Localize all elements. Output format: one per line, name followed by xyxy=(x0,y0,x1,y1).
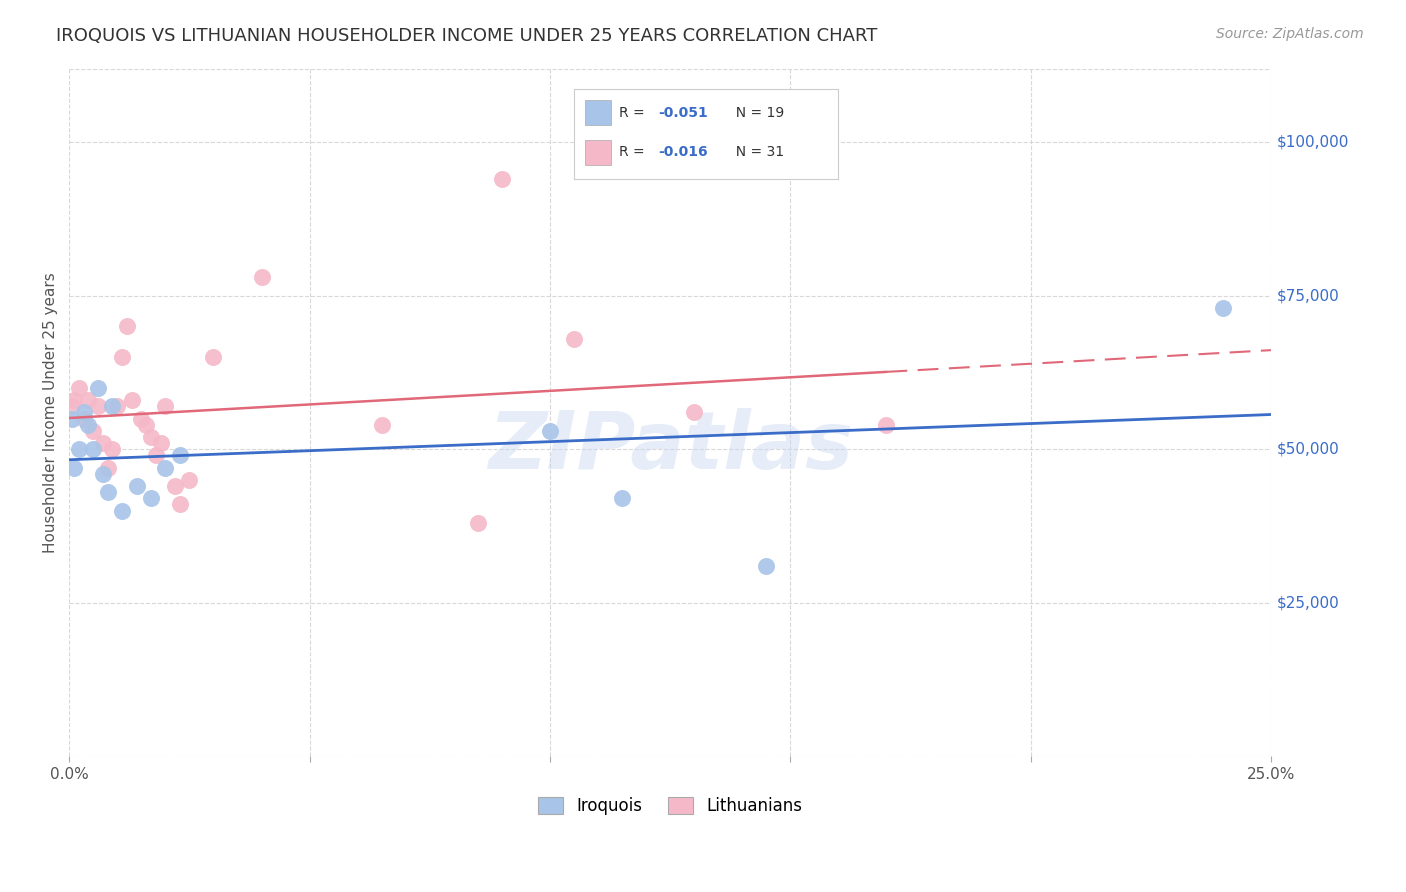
Point xyxy=(67,381,90,395)
Point xyxy=(250,270,273,285)
Point xyxy=(77,393,100,408)
Legend: Iroquois, Lithuanians: Iroquois, Lithuanians xyxy=(530,789,810,823)
Point xyxy=(755,558,778,573)
Point xyxy=(77,417,100,432)
Point xyxy=(101,442,124,457)
Point xyxy=(202,350,225,364)
Point xyxy=(97,460,120,475)
Point xyxy=(125,479,148,493)
Point xyxy=(121,393,143,408)
Point xyxy=(63,460,86,475)
Point xyxy=(82,424,104,438)
Point xyxy=(145,449,167,463)
Point xyxy=(139,491,162,506)
Point xyxy=(875,417,897,432)
Point xyxy=(60,411,83,425)
Text: Source: ZipAtlas.com: Source: ZipAtlas.com xyxy=(1216,27,1364,41)
Point xyxy=(169,449,191,463)
Point xyxy=(82,442,104,457)
Point xyxy=(1212,301,1234,315)
Text: $25,000: $25,000 xyxy=(1277,595,1340,610)
Point xyxy=(149,436,172,450)
Point xyxy=(491,172,513,186)
Point xyxy=(370,417,392,432)
Point xyxy=(131,411,153,425)
Point xyxy=(155,460,177,475)
Point xyxy=(139,430,162,444)
Point xyxy=(163,479,186,493)
Point xyxy=(105,399,128,413)
Point xyxy=(562,332,585,346)
Point xyxy=(135,417,157,432)
Point xyxy=(610,491,633,506)
Point xyxy=(115,319,138,334)
Point xyxy=(63,393,86,408)
Text: ZIPatlas: ZIPatlas xyxy=(488,408,852,486)
Text: $75,000: $75,000 xyxy=(1277,288,1340,303)
Point xyxy=(111,350,134,364)
Point xyxy=(538,424,561,438)
Point xyxy=(111,503,134,517)
Point xyxy=(155,399,177,413)
Point xyxy=(72,411,94,425)
Point xyxy=(72,405,94,419)
Point xyxy=(91,436,114,450)
Text: $50,000: $50,000 xyxy=(1277,442,1340,457)
Point xyxy=(683,405,706,419)
Point xyxy=(91,467,114,481)
Point xyxy=(67,442,90,457)
Point xyxy=(87,381,110,395)
Point xyxy=(60,399,83,413)
Text: $100,000: $100,000 xyxy=(1277,135,1350,150)
Y-axis label: Householder Income Under 25 years: Householder Income Under 25 years xyxy=(44,272,58,553)
Point xyxy=(101,399,124,413)
Point xyxy=(87,399,110,413)
Point xyxy=(179,473,201,487)
Point xyxy=(467,516,489,530)
Point xyxy=(169,498,191,512)
Point xyxy=(97,485,120,500)
Text: IROQUOIS VS LITHUANIAN HOUSEHOLDER INCOME UNDER 25 YEARS CORRELATION CHART: IROQUOIS VS LITHUANIAN HOUSEHOLDER INCOM… xyxy=(56,27,877,45)
